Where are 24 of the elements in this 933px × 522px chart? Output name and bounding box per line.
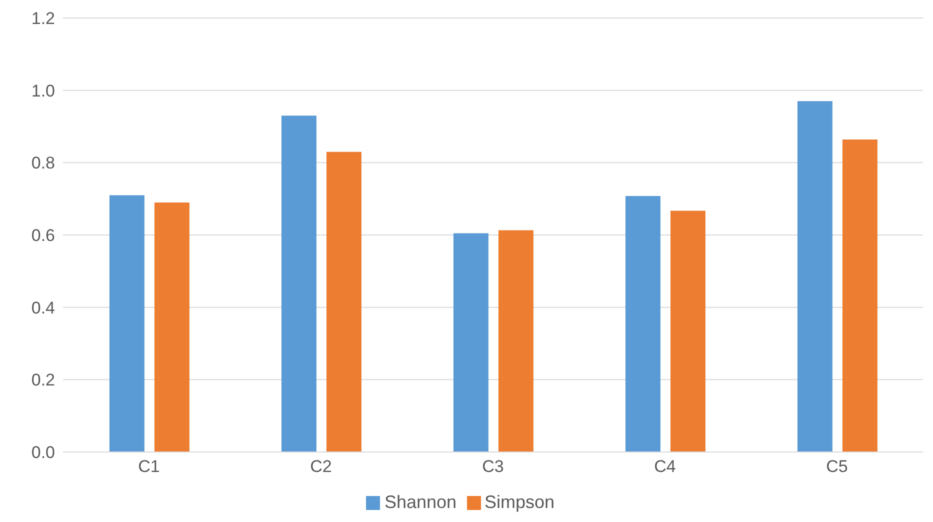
bar — [453, 233, 488, 452]
y-tick-label: 0.8 — [31, 154, 55, 173]
bar — [625, 196, 660, 452]
bar — [670, 210, 706, 452]
y-tick-label: 0.2 — [31, 370, 55, 390]
bar — [154, 202, 190, 452]
x-tick-label: C1 — [138, 457, 160, 476]
y-tick-label: 0.0 — [31, 443, 55, 462]
y-tick-label: 1.0 — [31, 81, 55, 100]
x-tick-label: C5 — [826, 457, 848, 476]
bar — [109, 195, 144, 452]
bar — [498, 230, 534, 452]
y-tick-label: 0.6 — [31, 226, 55, 246]
bar — [842, 140, 878, 452]
bar — [281, 116, 316, 452]
bar — [797, 101, 832, 452]
x-tick-label: C4 — [654, 457, 676, 476]
y-tick-label: 1.2 — [31, 9, 55, 28]
bar — [326, 152, 362, 452]
x-tick-label: C3 — [482, 457, 504, 476]
y-tick-label: 0.4 — [31, 298, 55, 318]
legend-label: Shannon — [384, 492, 457, 512]
legend-label: Simpson — [484, 492, 555, 512]
x-tick-label: C2 — [310, 457, 332, 476]
